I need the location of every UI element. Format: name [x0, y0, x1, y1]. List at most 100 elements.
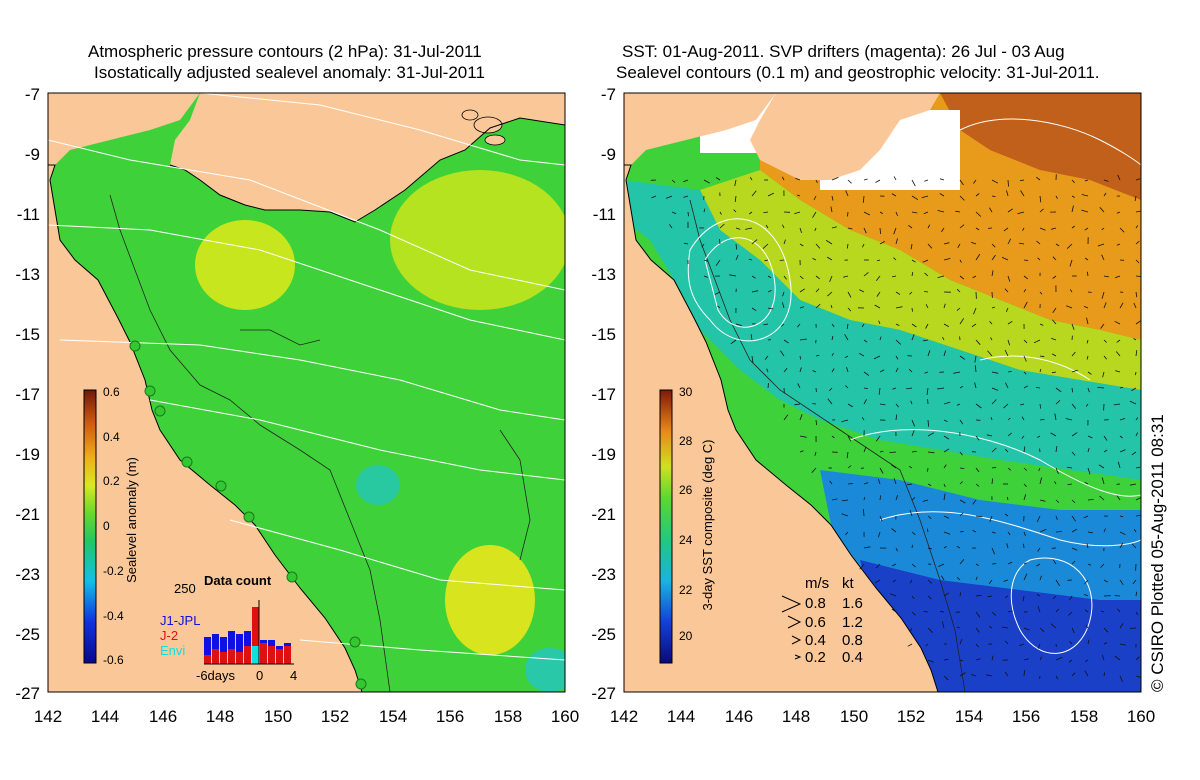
- velocity-arrow: [783, 367, 788, 373]
- coastline: [624, 164, 939, 692]
- right-x-axis: 142 144 146 148 150 152 154 156 158 160: [610, 707, 1155, 726]
- velocity-arrow: [859, 563, 865, 570]
- velocity-arrow: [683, 195, 689, 198]
- velocity-arrow: [1071, 432, 1078, 437]
- velocity-arrow: [815, 243, 821, 249]
- velocity-arrow: [1067, 483, 1073, 485]
- velocity-arrow: [751, 275, 756, 279]
- velocity-arrow: [1019, 643, 1025, 646]
- velocity-arrow: [1071, 528, 1078, 533]
- velocity-arrow: [1004, 640, 1009, 645]
- velocity-arrow: [1037, 257, 1041, 261]
- velocity-arrow: [927, 659, 934, 663]
- velocity-arrow: [875, 563, 881, 569]
- velocity-arrow: [943, 258, 951, 261]
- velocity-arrow: [1037, 435, 1041, 438]
- velocity-arrow: [1004, 671, 1009, 677]
- velocity-arrow: [719, 239, 721, 245]
- velocity-arrow: [1101, 227, 1105, 231]
- velocity-arrow: [1039, 403, 1042, 409]
- velocity-arrow: [1087, 447, 1090, 453]
- velocity-arrow: [1055, 445, 1058, 453]
- velocity-arrow: [1005, 382, 1009, 389]
- velocity-arrow: [923, 211, 929, 215]
- velocity-arrow: [1052, 307, 1057, 314]
- velocity-arrow: [1103, 355, 1108, 360]
- sla-high-anomaly: [390, 170, 565, 310]
- velocity-arrow: [975, 227, 980, 231]
- velocity-arrow: [956, 307, 961, 311]
- velocity-arrow: [703, 179, 710, 184]
- velocity-arrow: [1039, 195, 1042, 203]
- tide-gauge-marker: [129, 340, 141, 352]
- velocity-arrow: [767, 383, 769, 389]
- velocity-arrow: [1133, 338, 1137, 341]
- velocity-arrow: [1052, 559, 1057, 565]
- velocity-arrow: [1132, 579, 1137, 585]
- velocity-arrow: [1133, 302, 1137, 309]
- velocity-arrow: [927, 350, 931, 357]
- velocity-arrow: [909, 579, 913, 584]
- left-y-tick: -9: [25, 145, 40, 164]
- velocity-arrow: [907, 643, 913, 647]
- velocity-arrow: [988, 579, 993, 585]
- right-map-title-line2: Sealevel contours (0.1 m) and geostrophi…: [616, 63, 1100, 82]
- velocity-arrow: [956, 577, 961, 581]
- velocity-arrow: [991, 531, 996, 534]
- velocity-arrow: [779, 259, 785, 261]
- velocity-arrow: [943, 448, 950, 453]
- velocity-arrow: [1007, 561, 1013, 565]
- velocity-arrow: [1103, 642, 1108, 645]
- velocity-arrow: [972, 275, 977, 279]
- velocity-arrow: [1071, 369, 1078, 373]
- velocity-arrow: [925, 304, 929, 309]
- right-y-axis: -7 -9 -11 -13 -15 -17 -19 -21 -23 -25 -2…: [591, 85, 616, 703]
- velocity-arrow: [925, 323, 929, 329]
- velocity-arrow: [908, 465, 913, 469]
- velocity-arrow: [1100, 610, 1105, 613]
- velocity-arrow: [1101, 477, 1105, 485]
- velocity-arrow: [891, 608, 897, 613]
- sealevel-contour: [979, 355, 1091, 381]
- left-x-tick: 160: [551, 707, 579, 726]
- velocity-arrow: [991, 243, 996, 248]
- velocity-arrow: [859, 289, 865, 293]
- velocity-arrow: [911, 563, 916, 568]
- velocity-arrow: [1036, 593, 1041, 597]
- island: [461, 109, 479, 121]
- velocity-arrow: [925, 643, 929, 647]
- velocity-arrow: [751, 355, 754, 363]
- velocity-arrow: [1023, 494, 1027, 501]
- velocity-arrow: [1069, 640, 1073, 645]
- velocity-arrow: [927, 467, 929, 472]
- velocity-arrow: [879, 450, 884, 453]
- velocity-arrow: [767, 289, 772, 293]
- sealevel-contour: [687, 218, 792, 342]
- velocity-arrow: [990, 337, 993, 341]
- velocity-arrow: [1055, 579, 1061, 587]
- velocity-arrow: [783, 339, 789, 344]
- sla-high-anomaly: [195, 220, 295, 310]
- velocity-arrow: [1023, 301, 1028, 309]
- right-x-tick: 152: [897, 707, 925, 726]
- velocity-arrow: [891, 563, 897, 567]
- velocity-arrow: [1119, 542, 1124, 549]
- velocity-arrow: [1071, 225, 1076, 229]
- isobath: [689, 199, 966, 692]
- left-y-tick: -17: [15, 385, 40, 404]
- velocity-arrow: [1134, 195, 1137, 201]
- sst-colorbar-tick: 20: [679, 629, 693, 643]
- velocity-arrow: [812, 211, 817, 218]
- velocity-arrow: [799, 288, 806, 293]
- velocity-arrow: [1081, 194, 1089, 197]
- inset-bar-j1jpl: [228, 631, 235, 664]
- velocity-arrow: [827, 398, 833, 405]
- velocity-arrow: [683, 179, 689, 183]
- velocity-arrow: [1039, 368, 1042, 373]
- velocity-arrow: [1098, 464, 1105, 469]
- velocity-arrow: [863, 399, 867, 405]
- sealevel-contour: [1010, 557, 1093, 654]
- velocity-arrow: [812, 258, 817, 261]
- velocity-arrow: [959, 385, 964, 389]
- velocity-arrow: [1071, 515, 1077, 522]
